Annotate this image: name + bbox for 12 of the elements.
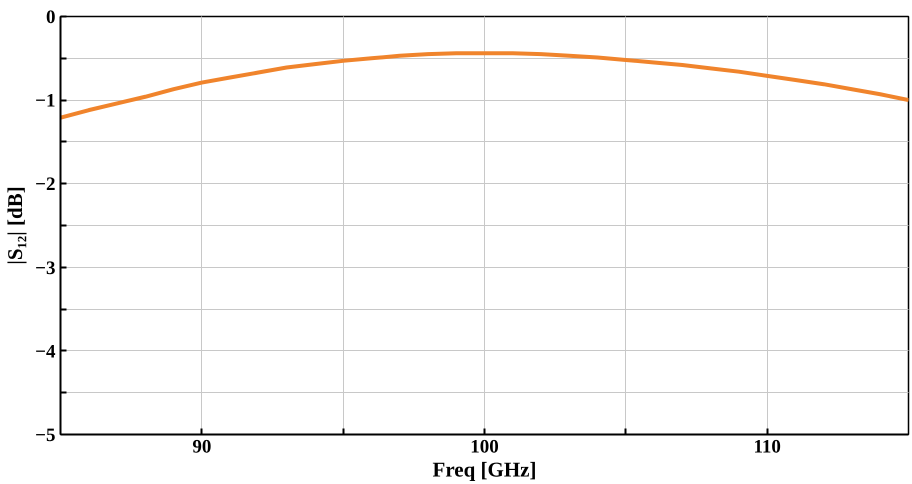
x-axis-title: Freq [GHz] — [432, 458, 536, 482]
y-tick-label: −2 — [35, 174, 56, 196]
y-tick-label: −3 — [35, 258, 56, 279]
y-tick-label: 0 — [46, 7, 56, 28]
line-series — [60, 51, 908, 120]
x-tick-label: 90 — [192, 436, 212, 458]
y-tick-label: −4 — [35, 341, 56, 362]
y-tick-label: −1 — [35, 90, 56, 112]
x-tick-label: 100 — [470, 436, 499, 458]
y-tick-label: −5 — [35, 425, 56, 446]
y-axis-title: |S₁₂| [dB] — [3, 186, 28, 265]
x-tick-label: 110 — [753, 436, 781, 458]
